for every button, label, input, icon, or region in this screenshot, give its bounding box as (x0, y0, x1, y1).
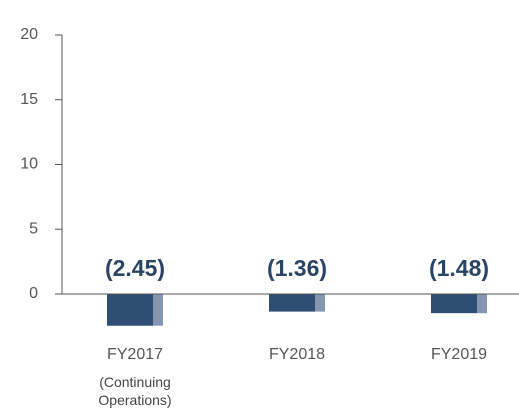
value-label: (1.36) (267, 255, 327, 281)
y-tick-label: 15 (20, 91, 38, 108)
y-tick-label: 0 (29, 285, 38, 302)
x-tick-label: FY2017 (107, 346, 163, 363)
y-tick-label: 5 (29, 220, 38, 237)
y-tick-label: 20 (20, 26, 38, 43)
value-label: (2.45) (105, 255, 165, 281)
x-tick-label: FY2019 (431, 346, 487, 363)
bar-accent (477, 294, 487, 314)
bar (107, 294, 153, 326)
bar (431, 294, 477, 314)
x-tick-label: FY2018 (269, 346, 325, 363)
bar (269, 294, 315, 312)
bar-accent (153, 294, 163, 326)
value-label: (1.48) (429, 255, 489, 281)
y-tick-label: 10 (20, 156, 38, 173)
category-note: (Continuing Operations) (98, 374, 172, 408)
bar-accent (315, 294, 325, 312)
